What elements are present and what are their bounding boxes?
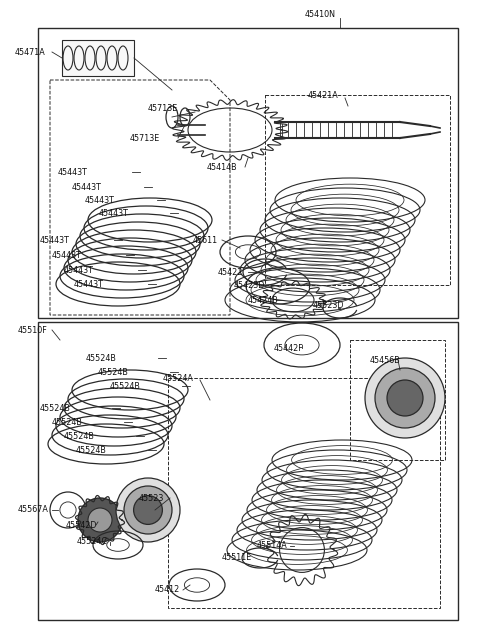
Text: 45412: 45412: [155, 586, 180, 595]
Text: 45524C: 45524C: [77, 538, 108, 547]
Text: 45514A: 45514A: [257, 541, 288, 550]
Text: 45443T: 45443T: [40, 236, 70, 244]
Text: 45523: 45523: [139, 493, 164, 502]
Text: 45414B: 45414B: [207, 163, 238, 172]
Ellipse shape: [375, 368, 435, 428]
Text: 45410N: 45410N: [305, 10, 336, 19]
Text: 45443T: 45443T: [58, 168, 88, 177]
Text: 45524A: 45524A: [163, 374, 194, 383]
Ellipse shape: [78, 498, 122, 542]
Text: 45524B: 45524B: [98, 367, 129, 376]
Ellipse shape: [116, 478, 180, 542]
Text: 45456B: 45456B: [370, 355, 401, 365]
Text: 45424B: 45424B: [248, 296, 279, 305]
Text: 45422: 45422: [218, 268, 243, 276]
Text: 45713E: 45713E: [148, 104, 178, 113]
Ellipse shape: [124, 486, 172, 534]
Text: 45524B: 45524B: [64, 431, 95, 440]
Ellipse shape: [133, 495, 162, 524]
Text: 45524B: 45524B: [76, 445, 107, 454]
Text: 45423D: 45423D: [234, 280, 265, 289]
Text: 45713E: 45713E: [130, 134, 160, 143]
Ellipse shape: [365, 358, 445, 438]
Text: 45443T: 45443T: [64, 266, 94, 275]
Text: 45524B: 45524B: [40, 403, 71, 413]
Text: 45443T: 45443T: [52, 250, 82, 259]
Text: 45421A: 45421A: [308, 90, 339, 99]
Text: 45511E: 45511E: [222, 554, 252, 563]
Text: 45443T: 45443T: [99, 209, 129, 218]
Text: 45567A: 45567A: [18, 506, 49, 515]
Text: 45510F: 45510F: [18, 326, 48, 335]
Text: 45523D: 45523D: [313, 301, 345, 310]
Text: 45442F: 45442F: [274, 344, 304, 353]
FancyBboxPatch shape: [62, 40, 134, 76]
Text: 45443T: 45443T: [74, 280, 104, 289]
Text: 45443T: 45443T: [72, 182, 102, 191]
Text: 45524B: 45524B: [110, 381, 141, 390]
Text: 45443T: 45443T: [85, 195, 115, 205]
Ellipse shape: [88, 508, 112, 532]
Text: 45611: 45611: [193, 236, 218, 244]
Text: 45524B: 45524B: [52, 417, 83, 426]
Text: 45471A: 45471A: [15, 47, 46, 56]
Text: 45542D: 45542D: [66, 520, 97, 529]
Ellipse shape: [387, 380, 423, 416]
Text: 45524B: 45524B: [86, 353, 117, 362]
